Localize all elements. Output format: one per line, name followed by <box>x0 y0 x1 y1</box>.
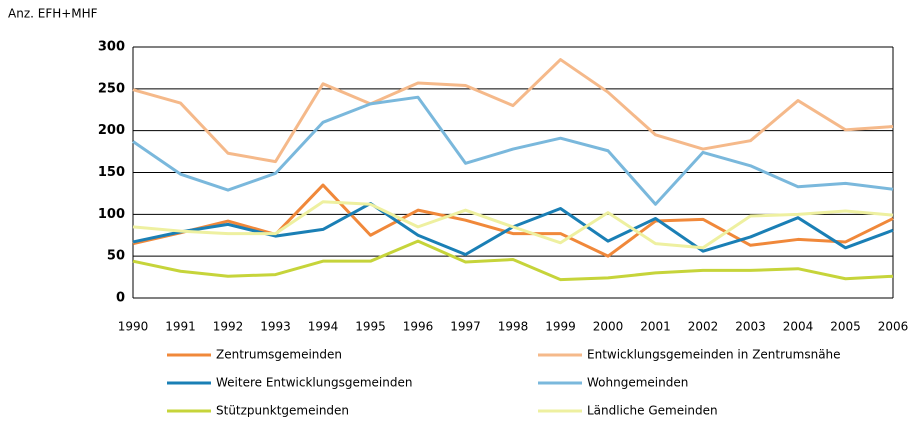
x-tick-label: 1999 <box>545 320 576 334</box>
series-line <box>132 200 894 250</box>
x-tick-label: 1991 <box>165 320 196 334</box>
x-tick-label: 1992 <box>213 320 244 334</box>
series-line <box>132 201 894 256</box>
y-tick-label: 150 <box>98 165 125 180</box>
x-tick-label: 2001 <box>640 320 671 334</box>
legend-label: Weitere Entwicklungsgemeinden <box>216 376 412 390</box>
legend-label: Ländliche Gemeinden <box>587 404 718 418</box>
legend-label: Entwicklungsgemeinden in Zentrumsnähe <box>587 348 841 362</box>
y-axis-label: Anz. EFH+MHF <box>8 7 98 21</box>
x-tick-label: 2004 <box>783 320 814 334</box>
legend-label: Wohngemeinden <box>587 376 688 390</box>
x-tick-label: 1998 <box>498 320 529 334</box>
y-tick-label: 200 <box>98 123 125 138</box>
x-tick-label: 1996 <box>403 320 434 334</box>
x-tick-label: 1990 <box>118 320 149 334</box>
series-line <box>132 95 894 206</box>
legend-label: Zentrumsgemeinden <box>216 348 342 362</box>
y-tick-label: 0 <box>116 291 125 306</box>
y-tick-label: 50 <box>107 249 125 264</box>
x-tick-label: 2006 <box>878 320 909 334</box>
x-tick-label: 1997 <box>450 320 481 334</box>
x-tick-label: 1993 <box>260 320 291 334</box>
y-tick-label: 100 <box>98 207 125 222</box>
y-tick-label: 250 <box>98 81 125 96</box>
series-line <box>132 183 894 258</box>
x-tick-label: 2003 <box>735 320 766 334</box>
series-line <box>132 239 894 282</box>
series-line <box>132 58 894 164</box>
y-tick-label: 300 <box>98 40 125 55</box>
x-tick-label: 2002 <box>688 320 719 334</box>
x-tick-label: 2005 <box>830 320 861 334</box>
x-tick-label: 2000 <box>593 320 624 334</box>
x-tick-label: 1995 <box>355 320 386 334</box>
legend-label: Stützpunktgemeinden <box>216 404 349 418</box>
x-tick-label: 1994 <box>308 320 339 334</box>
